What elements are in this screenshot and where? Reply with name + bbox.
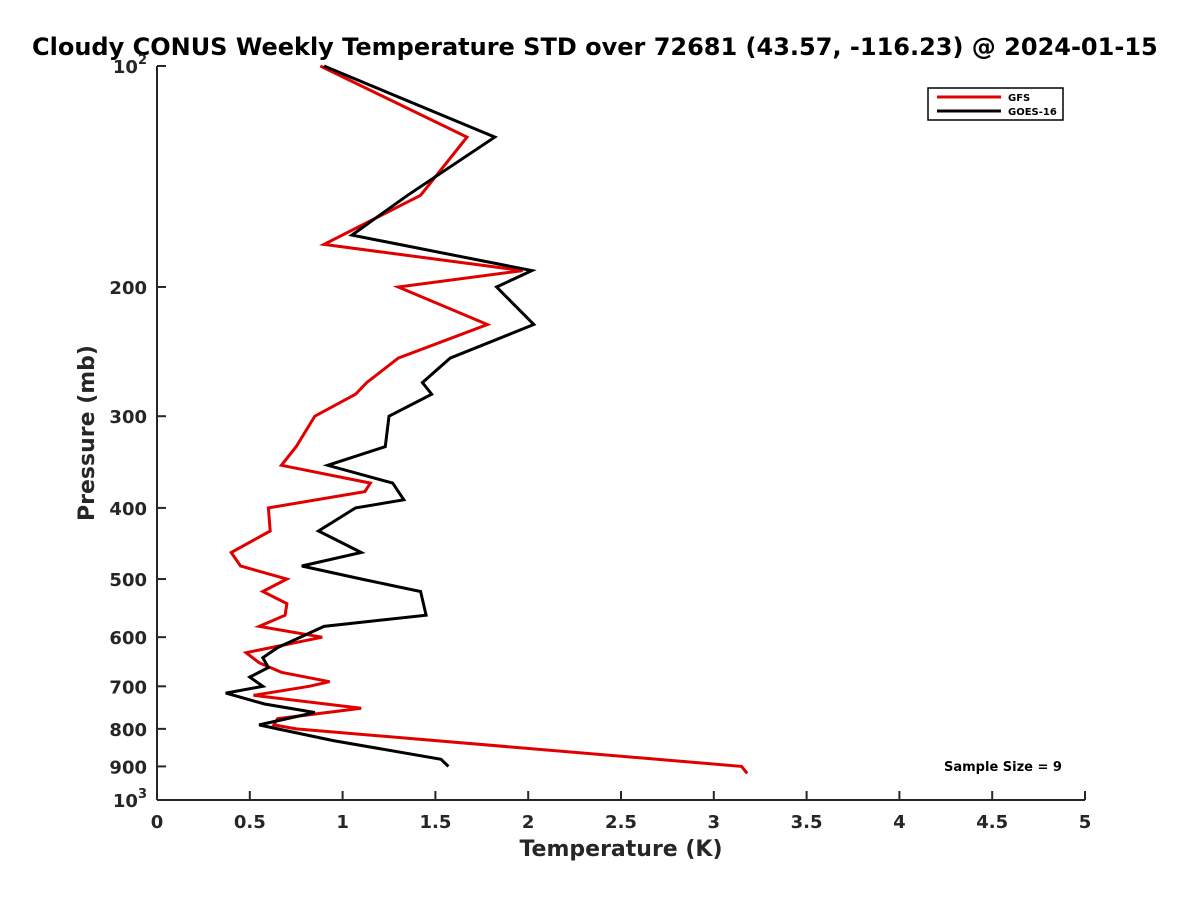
y-tick-label: 900 [109, 757, 147, 778]
legend-label: GFS [1008, 93, 1030, 104]
y-tick-label: 300 [109, 407, 147, 428]
x-axis-label: Temperature (K) [519, 837, 722, 862]
y-tick-label: 103 [113, 787, 147, 812]
x-tick-label: 4.5 [976, 812, 1008, 833]
x-tick-label: 2 [522, 812, 535, 833]
series-layer [225, 64, 749, 775]
y-tick-label: 102 [113, 53, 147, 78]
x-tick-label: 1 [336, 812, 349, 833]
series-line-gfs [229, 64, 749, 775]
sample-size-annotation: Sample Size = 9 [944, 760, 1062, 775]
x-tick-label: 0.5 [234, 812, 266, 833]
legend-box [927, 87, 1064, 121]
y-tick-label: 400 [109, 499, 147, 520]
legend-label: GOES-16 [1008, 107, 1057, 118]
x-tick-label: 2.5 [605, 812, 637, 833]
series-line-goes-16 [225, 64, 537, 768]
axes: 0 0.5 1 1.5 2 2.5 3 3.5 4 4.5 5 102 200 300 400 500 600 7… [109, 53, 1091, 833]
y-tick-label: 700 [109, 677, 147, 698]
x-tick-label: 1.5 [419, 812, 451, 833]
y-tick-label: 600 [109, 628, 147, 649]
y-tick-label: 500 [109, 570, 147, 591]
legend: GFS GOES-16 [927, 87, 1064, 121]
x-tick-label: 0 [151, 812, 164, 833]
chart-title: Cloudy CONUS Weekly Temperature STD over… [32, 33, 1158, 61]
x-tick-label: 5 [1079, 812, 1092, 833]
y-tick-label: 200 [109, 278, 147, 299]
y-tick-label: 800 [109, 720, 147, 741]
x-tick-label: 4 [893, 812, 906, 833]
y-axis-label: Pressure (mb) [75, 345, 100, 521]
x-tick-label: 3 [708, 812, 721, 833]
x-tick-label: 3.5 [791, 812, 823, 833]
